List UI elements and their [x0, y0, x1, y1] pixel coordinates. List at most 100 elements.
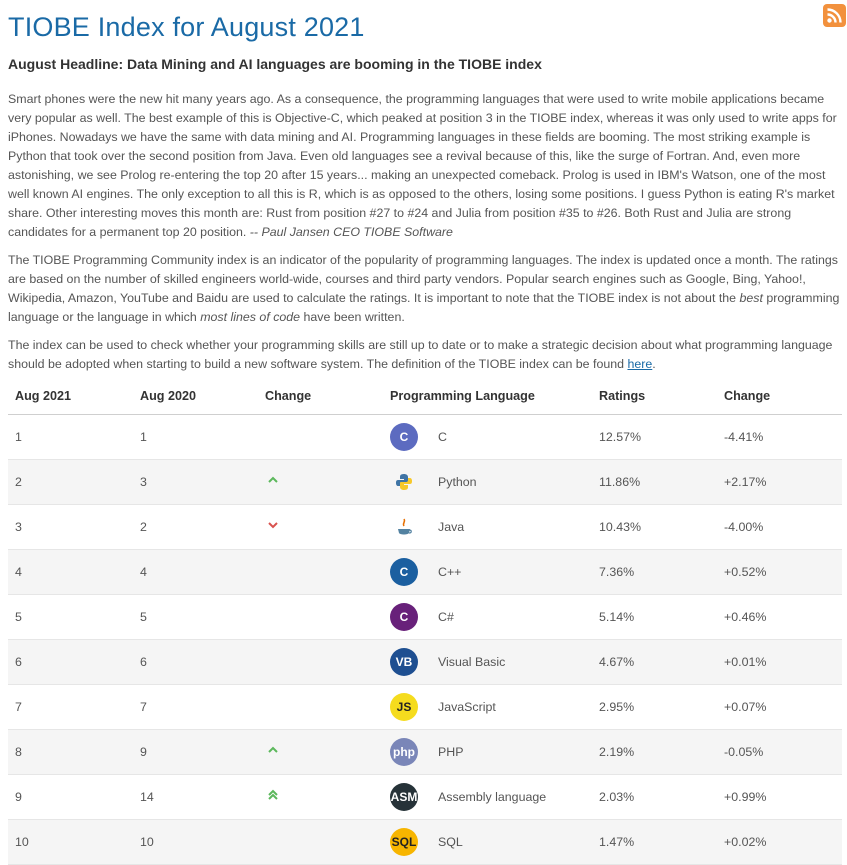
intro-text-2b: programming language or the language in …: [8, 291, 840, 324]
table-row: 4 4 C C++ 7.36% +0.52%: [8, 549, 842, 595]
chevron-up-icon: [267, 744, 279, 756]
chevron-up-icon: [267, 474, 279, 486]
intro-section: Smart phones were the new hit many years…: [8, 90, 842, 383]
double-chevron-up-icon: [267, 789, 279, 801]
language-name: Python: [438, 474, 477, 489]
asm-logo-icon: ASM: [390, 782, 418, 811]
language-cell: Java: [383, 504, 592, 550]
intro-text-2a: The TIOBE Programming Community index is…: [8, 253, 838, 305]
rating-change: +0.02%: [717, 819, 842, 865]
tiobe-table: Aug 2021 Aug 2020 Change Programming Lan…: [8, 378, 842, 865]
logo-text: C: [399, 609, 409, 624]
header-aug-2021: Aug 2021: [8, 378, 133, 415]
table-row: 8 9 php PHP 2.19% -0.05%: [8, 729, 842, 775]
rating-change: +0.52%: [717, 549, 842, 595]
intro-text-3b: .: [652, 357, 656, 371]
rating-change: +0.99%: [717, 774, 842, 820]
csharp-logo-icon: C: [390, 602, 418, 631]
logo-text: php: [393, 744, 415, 759]
rank-2020: 9: [133, 729, 258, 775]
language-cell: C C#: [383, 594, 592, 640]
header-change: Change: [258, 378, 383, 415]
change-indicator: [258, 549, 383, 595]
vb-logo-icon: VB: [390, 647, 418, 676]
c-logo-icon: C: [390, 422, 418, 451]
rank-2021: 4: [8, 549, 133, 595]
change-indicator: [258, 459, 383, 505]
language-cell: php PHP: [383, 729, 592, 775]
rating-change: +2.17%: [717, 459, 842, 505]
rating: 4.67%: [592, 639, 717, 685]
language-cell: SQL SQL: [383, 819, 592, 865]
rating: 10.43%: [592, 504, 717, 550]
logo-text: C: [399, 429, 409, 444]
rating: 1.47%: [592, 819, 717, 865]
rating: 2.95%: [592, 684, 717, 730]
language-name: Assembly language: [438, 789, 547, 804]
language-name: Java: [438, 519, 465, 534]
rss-icon: [827, 8, 842, 23]
table-row: 2 3 Python 11.86% +2.17%: [8, 459, 842, 505]
rating-change: -0.05%: [717, 729, 842, 775]
language-name: C: [438, 429, 447, 444]
chevron-down-icon: [267, 519, 279, 531]
php-logo-icon: php: [390, 737, 418, 766]
rank-2021: 8: [8, 729, 133, 775]
rating-change: -4.00%: [717, 504, 842, 550]
sql-logo-icon: SQL: [390, 827, 418, 856]
rank-2021: 6: [8, 639, 133, 685]
rank-2020: 10: [133, 819, 258, 865]
table-header-row: Aug 2021 Aug 2020 Change Programming Lan…: [8, 378, 842, 415]
rank-2020: 3: [133, 459, 258, 505]
rating-change: +0.46%: [717, 594, 842, 640]
rank-2020: 7: [133, 684, 258, 730]
header-ratings: Ratings: [592, 378, 717, 415]
table-body: 1 1 C C 12.57% -4.41% 2 3 Python 11.86% +2.17% 3 2 Ja…: [8, 414, 842, 865]
table-row: 5 5 C C# 5.14% +0.46%: [8, 594, 842, 640]
language-name: PHP: [438, 744, 464, 759]
page-title: TIOBE Index for August 2021: [8, 12, 365, 42]
intro-paragraph-1: Smart phones were the new hit many years…: [8, 90, 842, 242]
rating-change: +0.01%: [717, 639, 842, 685]
rating-change: -4.41%: [717, 414, 842, 460]
emphasis-lines-of-code: most lines of code: [200, 310, 301, 324]
change-indicator: [258, 684, 383, 730]
table-row: 10 10 SQL SQL 1.47% +0.02%: [8, 819, 842, 865]
header-change-percent: Change: [717, 378, 842, 415]
intro-text-2c: have been written.: [300, 310, 405, 324]
rank-2021: 7: [8, 684, 133, 730]
rating-change: +0.07%: [717, 684, 842, 730]
table-row: 6 6 VB Visual Basic 4.67% +0.01%: [8, 639, 842, 685]
author-quote: -- Paul Jansen CEO TIOBE Software: [249, 225, 453, 239]
emphasis-best: best: [739, 291, 763, 305]
rating: 11.86%: [592, 459, 717, 505]
logo-text: SQL: [391, 834, 417, 849]
language-cell: VB Visual Basic: [383, 639, 592, 685]
language-name: Visual Basic: [438, 654, 506, 669]
python-logo-icon: [390, 468, 418, 496]
rank-2021: 2: [8, 459, 133, 505]
rating: 5.14%: [592, 594, 717, 640]
js-logo-icon: JS: [390, 692, 418, 721]
language-cell: Python: [383, 459, 592, 505]
intro-text-1: Smart phones were the new hit many years…: [8, 92, 837, 239]
rank-2020: 14: [133, 774, 258, 820]
rank-2021: 3: [8, 504, 133, 550]
change-indicator: [258, 594, 383, 640]
rss-feed-button[interactable]: [823, 4, 846, 27]
rating: 2.03%: [592, 774, 717, 820]
logo-text: ASM: [390, 789, 418, 804]
rating: 7.36%: [592, 549, 717, 595]
change-indicator: [258, 504, 383, 550]
table-row: 7 7 JS JavaScript 2.95% +0.07%: [8, 684, 842, 730]
language-name: SQL: [438, 834, 463, 849]
table-row: 9 14 ASM Assembly language 2.03% +0.99%: [8, 774, 842, 820]
rank-2021: 1: [8, 414, 133, 460]
language-name: C++: [438, 564, 462, 579]
change-indicator: [258, 639, 383, 685]
language-cell: ASM Assembly language: [383, 774, 592, 820]
rank-2020: 5: [133, 594, 258, 640]
definition-link[interactable]: here: [627, 357, 653, 371]
header-programming-language: Programming Language: [383, 378, 592, 415]
